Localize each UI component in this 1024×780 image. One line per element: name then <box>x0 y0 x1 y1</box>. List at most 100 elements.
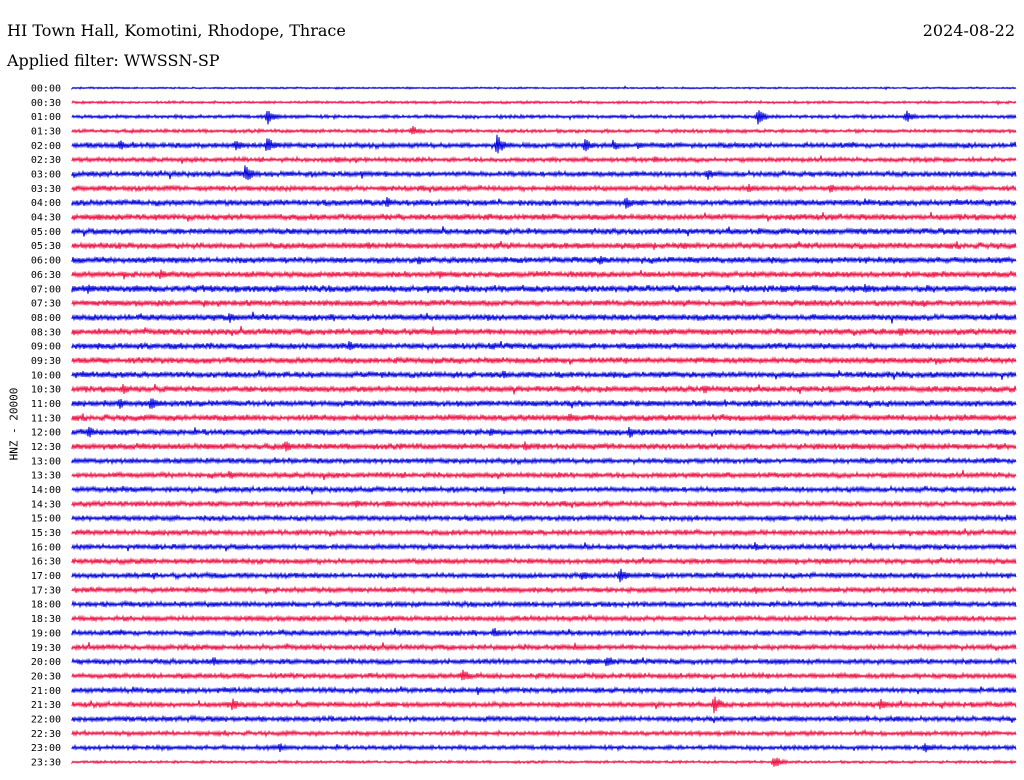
trace-row-2330 <box>71 757 1017 767</box>
trace-row-1600 <box>71 542 1017 552</box>
trace-row-0230 <box>71 155 1017 165</box>
trace-row-1730 <box>71 585 1017 595</box>
trace-row-1030 <box>71 383 1017 395</box>
trace-row-1200 <box>71 426 1017 438</box>
row-time-label: 19:00 <box>31 628 61 639</box>
trace-row-1930 <box>71 642 1017 653</box>
row-time-label: 11:30 <box>31 413 61 424</box>
trace-row-1300 <box>71 456 1017 466</box>
row-time-label: 12:30 <box>31 442 61 453</box>
trace-row-0900 <box>71 341 1017 351</box>
row-time-label: 09:30 <box>31 356 61 367</box>
trace-row-1000 <box>71 370 1017 380</box>
row-time-label: 20:00 <box>31 657 61 668</box>
row-time-label: 11:00 <box>31 399 61 410</box>
trace-row-0030 <box>71 99 1017 107</box>
row-time-label: 07:00 <box>31 284 61 295</box>
row-time-label: 20:30 <box>31 671 61 682</box>
trace-row-0330 <box>71 183 1017 193</box>
trace-row-2100 <box>71 685 1017 696</box>
row-time-label: 06:00 <box>31 256 61 267</box>
row-time-label: 19:30 <box>31 643 61 654</box>
row-time-label: 12:00 <box>31 428 61 439</box>
row-time-label: 22:00 <box>31 714 61 725</box>
row-time-label: 21:00 <box>31 686 61 697</box>
trace-row-0630 <box>71 269 1017 280</box>
row-time-label: 17:00 <box>31 571 61 582</box>
trace-row-2030 <box>71 669 1017 681</box>
trace-row-1230 <box>71 441 1017 452</box>
row-time-label: 22:30 <box>31 729 61 740</box>
row-time-label: 18:00 <box>31 600 61 611</box>
row-time-label: 08:00 <box>31 313 61 324</box>
row-time-label: 15:00 <box>31 514 61 525</box>
trace-row-1400 <box>71 484 1017 495</box>
trace-row-0530 <box>71 240 1017 251</box>
station-title: HI Town Hall, Komotini, Rhodope, Thrace <box>7 21 346 40</box>
trace-row-1100 <box>71 398 1017 409</box>
trace-row-1900 <box>71 627 1017 638</box>
row-time-label: 05:00 <box>31 227 61 238</box>
row-time-label: 16:00 <box>31 542 61 553</box>
row-time-label: 07:30 <box>31 299 61 310</box>
row-time-label: 13:30 <box>31 471 61 482</box>
trace-row-1800 <box>71 599 1017 609</box>
trace-row-1530 <box>71 527 1017 538</box>
trace-row-0600 <box>71 255 1017 265</box>
row-time-label: 16:30 <box>31 557 61 568</box>
row-time-label: 17:30 <box>31 585 61 596</box>
row-time-label: 13:00 <box>31 456 61 467</box>
trace-row-0800 <box>71 311 1017 324</box>
trace-row-0430 <box>71 211 1017 222</box>
row-time-label: 03:00 <box>31 170 61 181</box>
row-time-label: 18:30 <box>31 614 61 625</box>
row-time-label: 04:30 <box>31 213 61 224</box>
date-label: 2024-08-22 <box>922 21 1015 40</box>
row-time-label: 02:30 <box>31 155 61 166</box>
row-time-label: 04:00 <box>31 198 61 209</box>
row-time-label: 03:30 <box>31 184 61 195</box>
row-time-label: 06:30 <box>31 270 61 281</box>
row-time-label: 23:30 <box>31 757 61 768</box>
row-time-label: 09:00 <box>31 342 61 353</box>
row-time-label: 14:30 <box>31 499 61 510</box>
trace-row-1430 <box>71 499 1017 509</box>
trace-row-1630 <box>71 556 1017 566</box>
trace-row-0930 <box>71 355 1017 365</box>
trace-row-0500 <box>71 226 1017 237</box>
trace-row-0130 <box>71 126 1017 135</box>
row-time-label: 00:00 <box>31 84 61 95</box>
trace-row-2000 <box>71 656 1017 667</box>
trace-row-0830 <box>71 325 1017 337</box>
trace-row-2200 <box>71 714 1017 724</box>
trace-row-1700 <box>71 568 1017 583</box>
trace-row-0730 <box>71 298 1017 308</box>
trace-row-0700 <box>71 284 1017 294</box>
trace-row-2300 <box>71 743 1017 753</box>
row-time-label: 10:30 <box>31 385 61 396</box>
filter-label: Applied filter: WWSSN-SP <box>7 51 220 70</box>
trace-row-0200 <box>71 134 1017 154</box>
row-time-label: 14:00 <box>31 485 61 496</box>
trace-row-0100 <box>71 110 1017 125</box>
row-time-label: 08:30 <box>31 327 61 338</box>
trace-row-0000 <box>71 85 1017 91</box>
trace-row-1330 <box>71 469 1017 481</box>
row-time-label: 01:30 <box>31 127 61 138</box>
row-time-label: 00:30 <box>31 98 61 109</box>
trace-row-0300 <box>71 165 1017 180</box>
row-time-label: 01:00 <box>31 112 61 123</box>
trace-row-1830 <box>71 613 1017 623</box>
row-time-label: 02:00 <box>31 141 61 152</box>
row-time-label: 10:00 <box>31 370 61 381</box>
row-time-label: 05:30 <box>31 241 61 252</box>
trace-row-2130 <box>71 696 1017 714</box>
trace-row-2230 <box>71 728 1017 738</box>
trace-row-1500 <box>71 513 1017 523</box>
trace-row-1130 <box>71 413 1017 423</box>
row-time-label: 23:00 <box>31 743 61 754</box>
row-time-label: 15:30 <box>31 528 61 539</box>
trace-row-0400 <box>71 197 1017 209</box>
row-time-label: 21:30 <box>31 700 61 711</box>
